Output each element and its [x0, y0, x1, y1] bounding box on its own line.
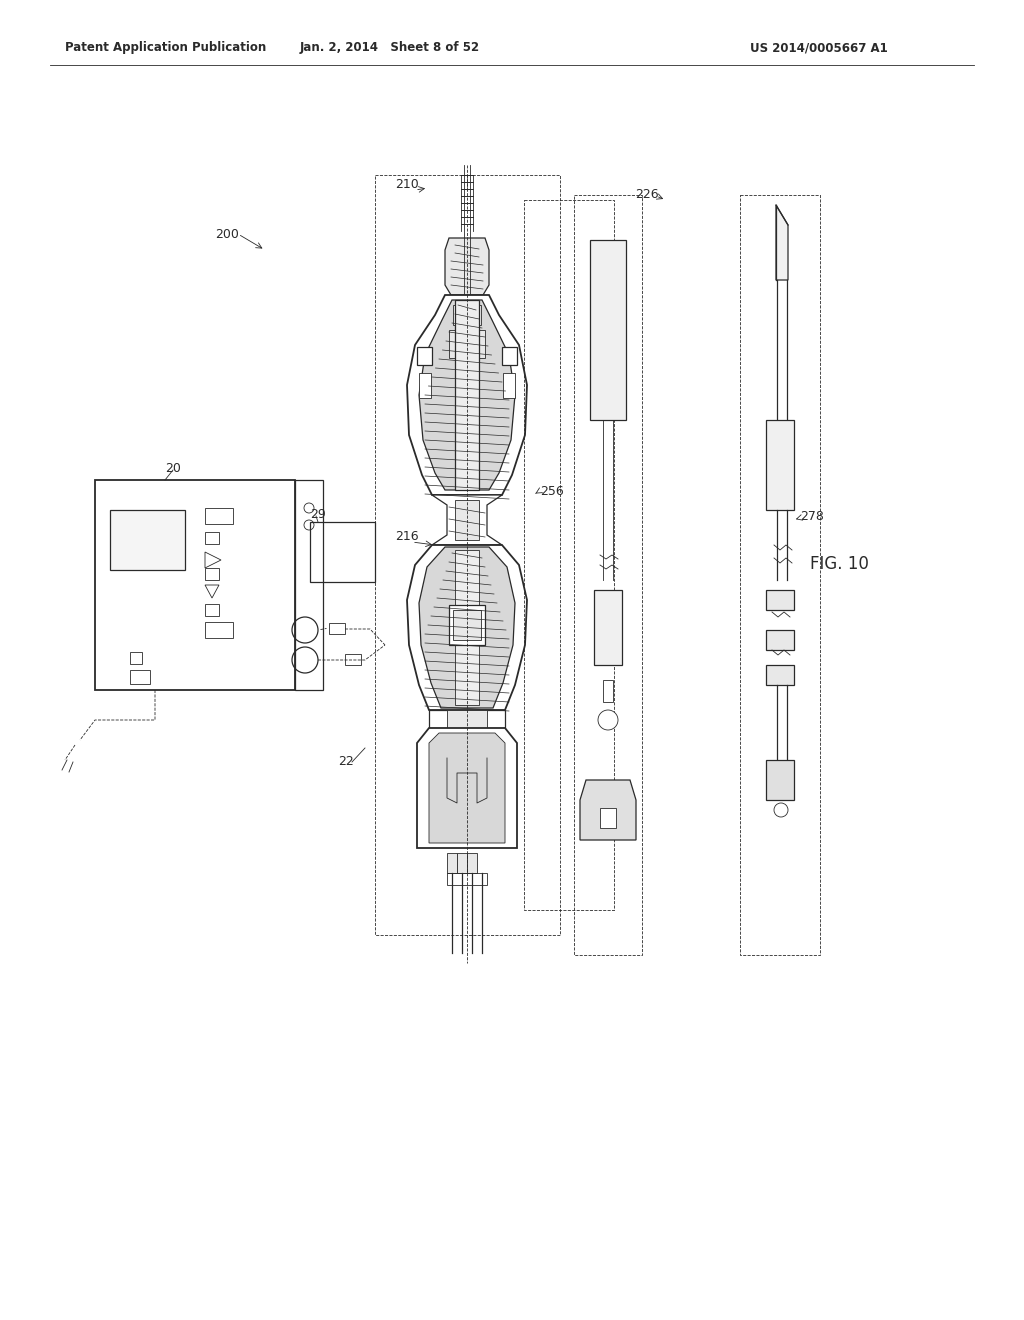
Bar [130, 652, 142, 664]
Bar [766, 665, 794, 685]
Bar [603, 680, 613, 702]
Bar [766, 630, 794, 649]
Polygon shape [419, 300, 515, 490]
Bar [310, 521, 375, 582]
Bar [110, 510, 185, 570]
Polygon shape [445, 238, 489, 294]
Bar [329, 623, 345, 634]
Bar [205, 622, 233, 638]
Bar [205, 568, 219, 579]
Bar [600, 808, 616, 828]
Bar [453, 610, 481, 640]
Bar [447, 873, 487, 884]
Text: FIG. 10: FIG. 10 [810, 554, 869, 573]
Text: Patent Application Publication: Patent Application Publication [65, 41, 266, 54]
Text: US 2014/0005667 A1: US 2014/0005667 A1 [750, 41, 888, 54]
Bar [455, 300, 479, 490]
Bar [502, 347, 517, 366]
Bar [375, 176, 560, 935]
Polygon shape [776, 205, 788, 280]
Bar [455, 500, 479, 540]
Polygon shape [419, 546, 515, 708]
Circle shape [774, 803, 788, 817]
Text: 216: 216 [395, 531, 419, 543]
Bar [449, 330, 485, 358]
Polygon shape [417, 729, 517, 847]
Polygon shape [580, 780, 636, 840]
Polygon shape [407, 545, 527, 710]
Polygon shape [429, 733, 505, 843]
Bar [419, 374, 431, 399]
Bar [766, 760, 794, 800]
Polygon shape [432, 495, 502, 545]
Text: Jan. 2, 2014   Sheet 8 of 52: Jan. 2, 2014 Sheet 8 of 52 [300, 41, 480, 54]
Bar [766, 590, 794, 610]
Bar [740, 195, 820, 954]
Bar [205, 532, 219, 544]
Bar [467, 853, 477, 873]
Bar [417, 347, 432, 366]
Bar [205, 605, 219, 616]
Text: 256: 256 [540, 484, 564, 498]
Circle shape [598, 710, 618, 730]
Bar [447, 710, 487, 729]
Text: 22: 22 [338, 755, 353, 768]
Bar [503, 374, 515, 399]
Bar [429, 710, 505, 729]
Bar [455, 550, 479, 705]
Bar [205, 508, 233, 524]
Bar [447, 853, 457, 873]
Text: 226: 226 [635, 187, 658, 201]
Bar [449, 605, 485, 645]
Bar [453, 305, 481, 325]
Bar [524, 201, 614, 909]
Bar [95, 480, 295, 690]
Bar [574, 195, 642, 954]
Bar [590, 240, 626, 420]
Text: 20: 20 [165, 462, 181, 475]
Text: 210: 210 [395, 178, 419, 191]
Bar [130, 671, 150, 684]
Text: 29: 29 [310, 508, 326, 521]
Bar [457, 853, 467, 873]
Bar [295, 480, 323, 690]
Text: 278: 278 [800, 510, 824, 523]
Bar [345, 653, 361, 665]
Bar [766, 420, 794, 510]
Text: 200: 200 [215, 228, 239, 242]
Polygon shape [407, 294, 527, 495]
Bar [594, 590, 622, 665]
